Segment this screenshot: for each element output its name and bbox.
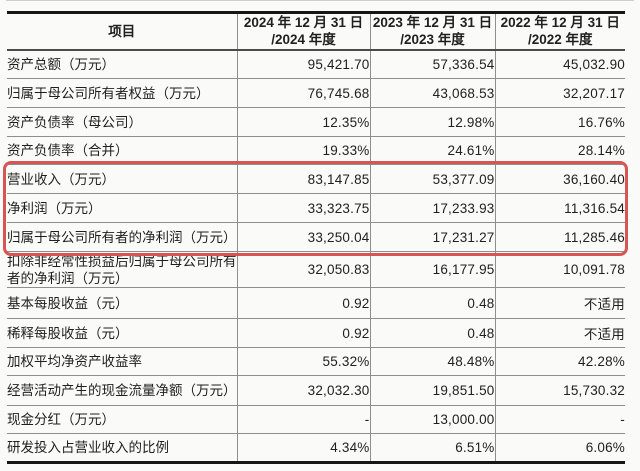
value-2023: 0.48 [369,287,495,319]
value-2022: 16.76% [494,107,625,137]
table-row: 现金分红（万元） - 13,000.00 - [7,405,625,434]
row-label: 研发投入占营业收入的比例 [7,433,237,463]
value-2023: 17,231.27 [369,222,495,252]
value-2023: 17,233.93 [369,193,495,223]
table-row-highlighted: 归属于母公司所有者的净利润（万元） 33,250.04 17,231.27 11… [7,222,625,252]
row-label: 营业收入（万元） [7,164,237,194]
column-header-line1: 2023 年 12 月 31 日 [372,15,493,31]
row-label: 净利润（万元） [7,193,237,223]
value-2022: 10,091.78 [494,251,625,288]
value-2024: 33,323.75 [236,193,370,223]
value-2022: 28.14% [494,136,625,165]
value-2023: 12.98% [369,107,495,137]
value-2024: 12.35% [236,107,370,137]
column-header-line2: /2023 年度 [400,32,465,48]
financial-summary-table: 项目 2024 年 12 月 31 日 /2024 年度 2023 年 12 月… [7,11,625,464]
table-row: 资产负债率（母公司） 12.35% 12.98% 16.76% [7,107,625,137]
value-2023: 24.61% [369,136,495,165]
row-label: 现金分红（万元） [7,405,237,434]
table-row-highlighted: 营业收入（万元） 83,147.85 53,377.09 36,160.40 [7,164,625,194]
value-2022: - [494,405,625,434]
value-2023: 19,851.50 [369,375,495,406]
table-row: 研发投入占营业收入的比例 4.34% 6.51% 6.06% [7,433,625,463]
header-row: 项目 2024 年 12 月 31 日 /2024 年度 2023 年 12 月… [7,12,625,51]
value-2022: 45,032.90 [494,49,625,79]
column-header-line1: 2024 年 12 月 31 日 [243,15,364,31]
value-2024: 0.92 [236,287,370,319]
table-row: 扣除非经常性损益后归属于母公司所有者的净利润（万元） 32,050.83 16,… [7,251,625,288]
row-label: 归属于母公司所有者的净利润（万元） [7,222,237,252]
value-2023: 6.51% [369,433,495,463]
value-2024: 19.33% [236,136,370,165]
value-2024: 55.32% [236,347,370,376]
row-label: 扣除非经常性损益后归属于母公司所有者的净利润（万元） [7,251,237,288]
value-2022: 36,160.40 [494,164,625,194]
table-row: 基本每股收益（元） 0.92 0.48 不适用 [7,287,625,319]
value-2024: 83,147.85 [236,164,370,194]
column-header-label: 项目 [108,23,136,39]
value-2024: 4.34% [236,433,370,463]
value-2024: 32,032.30 [236,375,370,406]
table-row: 资产总额（万元） 95,421.70 57,336.54 45,032.90 [7,49,625,79]
column-header-2024: 2024 年 12 月 31 日 /2024 年度 [236,12,370,51]
table-row: 稀释每股收益（元） 0.92 0.48 不适用 [7,318,625,348]
row-label: 资产负债率（母公司） [7,107,237,137]
row-label: 经营活动产生的现金流量净额（万元） [7,375,237,406]
value-2024: 76,745.68 [236,78,370,108]
value-2022: 15,730.32 [494,375,625,406]
value-2024: 33,250.04 [236,222,370,252]
table-row: 归属于母公司所有者权益（万元） 76,745.68 43,068.53 32,2… [7,78,625,108]
value-2022: 32,207.17 [494,78,625,108]
table-row: 经营活动产生的现金流量净额（万元） 32,032.30 19,851.50 15… [7,375,625,406]
value-2024: 95,421.70 [236,49,370,79]
value-2023: 13,000.00 [369,405,495,434]
top-edge-fragment-line [6,0,634,1]
value-2023: 53,377.09 [369,164,495,194]
value-2022: 11,285.46 [494,222,625,252]
row-label: 资产总额（万元） [7,56,115,72]
column-header-2023: 2023 年 12 月 31 日 /2023 年度 [369,12,495,51]
value-2023: 0.48 [369,318,495,348]
table-row: 资产负债率（合并） 19.33% 24.61% 28.14% [7,136,625,165]
row-label: 资产负债率（合并） [7,136,237,165]
row-label: 基本每股收益（元） [7,287,237,319]
column-header-2022: 2022 年 12 月 31 日 /2022 年度 [494,12,625,51]
row-label: 归属于母公司所有者权益（万元） [7,78,237,108]
value-2024: 32,050.83 [236,251,370,288]
value-2022: 不适用 [494,318,625,348]
value-2022: 42.28% [494,347,625,376]
value-2022: 6.06% [494,433,625,463]
table-row: 加权平均净资产收益率 55.32% 48.48% 42.28% [7,347,625,376]
value-2024: - [236,405,370,434]
value-2024: 0.92 [236,318,370,348]
row-label: 稀释每股收益（元） [7,318,237,348]
value-2023: 57,336.54 [369,49,495,79]
table-row-highlighted: 净利润（万元） 33,323.75 17,233.93 11,316.54 [7,193,625,223]
row-label: 加权平均净资产收益率 [7,347,237,376]
value-2022: 不适用 [494,287,625,319]
value-2022: 11,316.54 [494,193,625,223]
column-header-line1: 2022 年 12 月 31 日 [500,15,620,31]
column-header-line2: /2022 年度 [527,32,593,48]
column-header-item: 项目 [7,12,237,51]
value-2023: 48.48% [369,347,495,376]
value-2023: 43,068.53 [369,78,495,108]
value-2023: 16,177.95 [369,251,495,288]
column-header-line2: /2024 年度 [271,32,336,48]
